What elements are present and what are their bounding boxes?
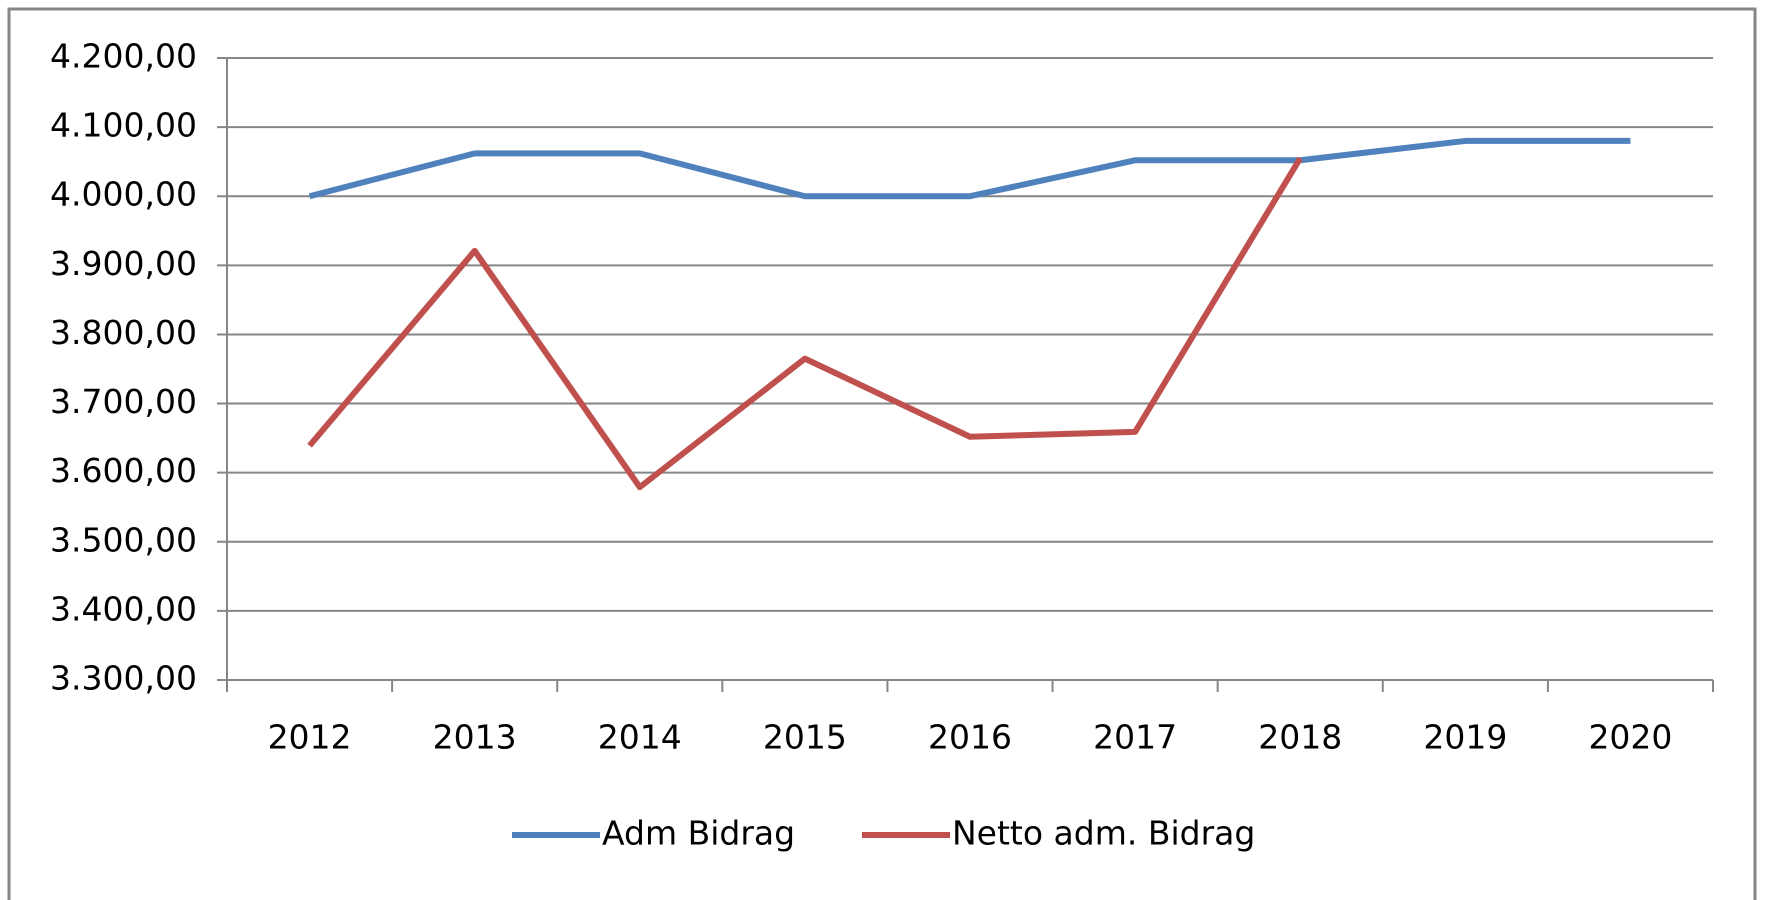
- y-tick-label: 4.000,00: [50, 175, 197, 214]
- x-tick-label: 2018: [1258, 718, 1342, 757]
- x-tick-label: 2013: [433, 718, 517, 757]
- x-tick-label: 2017: [1093, 718, 1177, 757]
- x-tick-label: 2019: [1423, 718, 1507, 757]
- legend-label: Adm Bidrag: [602, 814, 795, 853]
- y-tick-label: 3.600,00: [50, 451, 197, 490]
- chart-frame: [7, 7, 1757, 900]
- series-line: [308, 137, 1631, 200]
- x-tick-label: 2020: [1588, 718, 1672, 757]
- y-tick-label: 4.100,00: [50, 106, 197, 145]
- y-tick-label: 3.800,00: [50, 313, 197, 352]
- x-tick-label: 2016: [928, 718, 1012, 757]
- y-tick-label: 4.200,00: [50, 37, 197, 76]
- x-tick-label: 2012: [268, 718, 352, 757]
- legend-label: Netto adm. Bidrag: [952, 814, 1255, 853]
- y-tick-label: 3.400,00: [50, 589, 197, 628]
- y-tick-label: 3.300,00: [50, 659, 197, 698]
- y-tick-label: 3.900,00: [50, 244, 197, 283]
- x-tick-label: 2014: [598, 718, 682, 757]
- x-tick-label: 2015: [763, 718, 847, 757]
- y-tick-label: 3.500,00: [50, 520, 197, 559]
- y-tick-label: 3.700,00: [50, 382, 197, 421]
- series-line: [307, 156, 1303, 491]
